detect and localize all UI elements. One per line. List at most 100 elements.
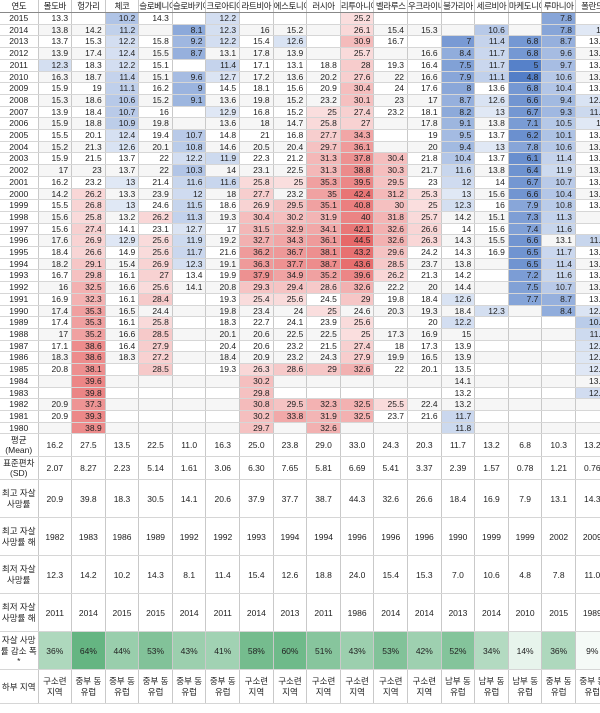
rate-cell: 26.9	[71, 234, 106, 248]
stat-cell: 20.9	[38, 479, 73, 519]
rate-cell: 20.8	[205, 281, 241, 294]
table-row: 1998 15.6 25.8 13.2 26.2 11.3 19.3 30.4 30.2 31.9…	[0, 211, 600, 224]
rate-cell: 11.8	[575, 106, 600, 119]
rate-cell: 22	[373, 71, 409, 84]
rate-cell: 16.5	[407, 351, 442, 365]
rate-cell: 26.9	[239, 199, 274, 212]
rate-cell: 14.3	[441, 246, 476, 259]
stat-cell: 1994	[273, 517, 308, 557]
stat-cell: 2014	[71, 593, 106, 633]
year-cell: 1984	[0, 375, 39, 388]
rate-cell: 31.8	[373, 211, 409, 224]
rate-cell: 13	[105, 176, 140, 189]
rate-cell: 12.3	[205, 24, 241, 37]
rate-cell: 20.9	[306, 82, 341, 95]
rate-cell: 19	[407, 129, 442, 142]
rate-cell	[172, 12, 207, 25]
rate-cell: 29.5	[273, 199, 308, 212]
rate-cell: 10.8	[575, 316, 600, 329]
rate-cell: 12.7	[205, 71, 241, 84]
rate-cell	[105, 387, 140, 400]
rate-cell: 13.4	[575, 59, 600, 72]
rate-cell: 18.1	[407, 106, 442, 119]
rate-cell: 6.1	[508, 152, 543, 166]
rate-cell: 15.2	[273, 94, 308, 107]
rate-cell: 15.1	[138, 71, 173, 84]
rate-cell: 35.3	[306, 176, 341, 189]
rate-cell: 7.9	[441, 71, 476, 84]
rate-cell: 23.9	[138, 188, 173, 201]
rate-cell: 11.4	[474, 35, 509, 49]
table-row: 1996 17.6 26.9 12.9 25.6 11.9 19.2 32.7 34.3 36.1…	[0, 234, 600, 248]
rate-cell: 16.8	[273, 129, 308, 142]
rate-cell: 27	[138, 269, 173, 283]
rate-cell: 37.8	[340, 152, 375, 166]
rate-cell: 36.1	[340, 141, 375, 154]
rate-cell: 22.4	[407, 398, 442, 411]
stat-cell: 53%	[138, 631, 173, 671]
rate-cell: 11.2	[105, 24, 140, 37]
stat-cell: 1996	[407, 517, 442, 557]
rate-cell	[407, 387, 442, 400]
rate-cell: 13.3	[575, 269, 600, 283]
year-cell: 1982	[0, 398, 39, 411]
stat-cell: 2009	[575, 517, 600, 557]
rate-cell: 31.3	[306, 152, 341, 166]
rate-cell: 17.6	[407, 82, 442, 95]
rate-cell: 11.9	[172, 234, 207, 248]
rate-cell: 19.8	[138, 117, 173, 131]
rate-cell: 13.7	[474, 152, 509, 166]
rate-cell: 21.7	[407, 164, 442, 177]
rate-cell	[373, 375, 409, 388]
stat-cell: 25.0	[239, 433, 274, 458]
country-column-header: 러시아	[306, 0, 341, 13]
rate-cell: 19.8	[205, 305, 241, 318]
stat-cell: 2014	[474, 593, 509, 633]
rate-cell: 36.3	[239, 258, 274, 271]
stat-cell: 1992	[205, 517, 241, 557]
rate-cell: 12.2	[441, 316, 476, 329]
rate-cell: 18.2	[38, 258, 73, 271]
rate-cell: 11.7	[474, 47, 509, 60]
stat-cell: 30.5	[138, 479, 173, 519]
rate-cell: 27.4	[340, 106, 375, 119]
rate-cell: 15.6	[273, 82, 308, 95]
rate-cell: 24.5	[306, 293, 341, 306]
rate-cell	[205, 410, 241, 423]
rate-cell: 15	[441, 328, 476, 341]
rate-cell: 17	[407, 94, 442, 107]
stat-label: 최고 자살 사망률	[0, 479, 39, 519]
rate-cell: 19.3	[205, 211, 241, 224]
rate-cell: 12.2	[205, 35, 241, 49]
rate-cell: 12.9	[205, 106, 241, 119]
rate-cell: 16.8	[239, 106, 274, 119]
rate-cell: 13	[105, 199, 140, 212]
rate-cell: 6.7	[508, 176, 543, 189]
rate-cell: 16.9	[38, 293, 73, 306]
rate-cell	[474, 398, 509, 411]
rate-cell: 13.8	[575, 188, 600, 201]
rate-cell: 17.3	[373, 328, 409, 341]
stat-cell: 36%	[541, 631, 576, 671]
rate-cell: 27.4	[71, 223, 106, 236]
rate-cell: 32.7	[239, 234, 274, 248]
year-cell: 1995	[0, 246, 39, 259]
rate-cell: 29.4	[273, 281, 308, 294]
stat-cell: 18.8	[306, 555, 341, 595]
rate-cell: 27.4	[340, 340, 375, 353]
rate-cell: 26.3	[407, 234, 442, 248]
stat-cell: 2014	[172, 593, 207, 633]
stat-cell: 남부 동유럽	[474, 669, 509, 705]
rate-cell: 25.8	[306, 117, 341, 131]
stat-cell: 2015	[105, 593, 140, 633]
rate-cell: 18.3	[38, 351, 73, 365]
rate-cell: 18.4	[205, 351, 241, 365]
stat-label: 최저 자살 사망률 해	[0, 593, 39, 633]
rate-cell	[474, 351, 509, 365]
rate-cell	[138, 375, 173, 388]
rate-cell: 31.3	[306, 164, 341, 177]
year-column-header: 연도	[0, 0, 39, 13]
stat-cell: 2014	[407, 593, 442, 633]
rate-cell: 24.4	[138, 305, 173, 318]
rate-cell: 20.8	[38, 363, 73, 376]
